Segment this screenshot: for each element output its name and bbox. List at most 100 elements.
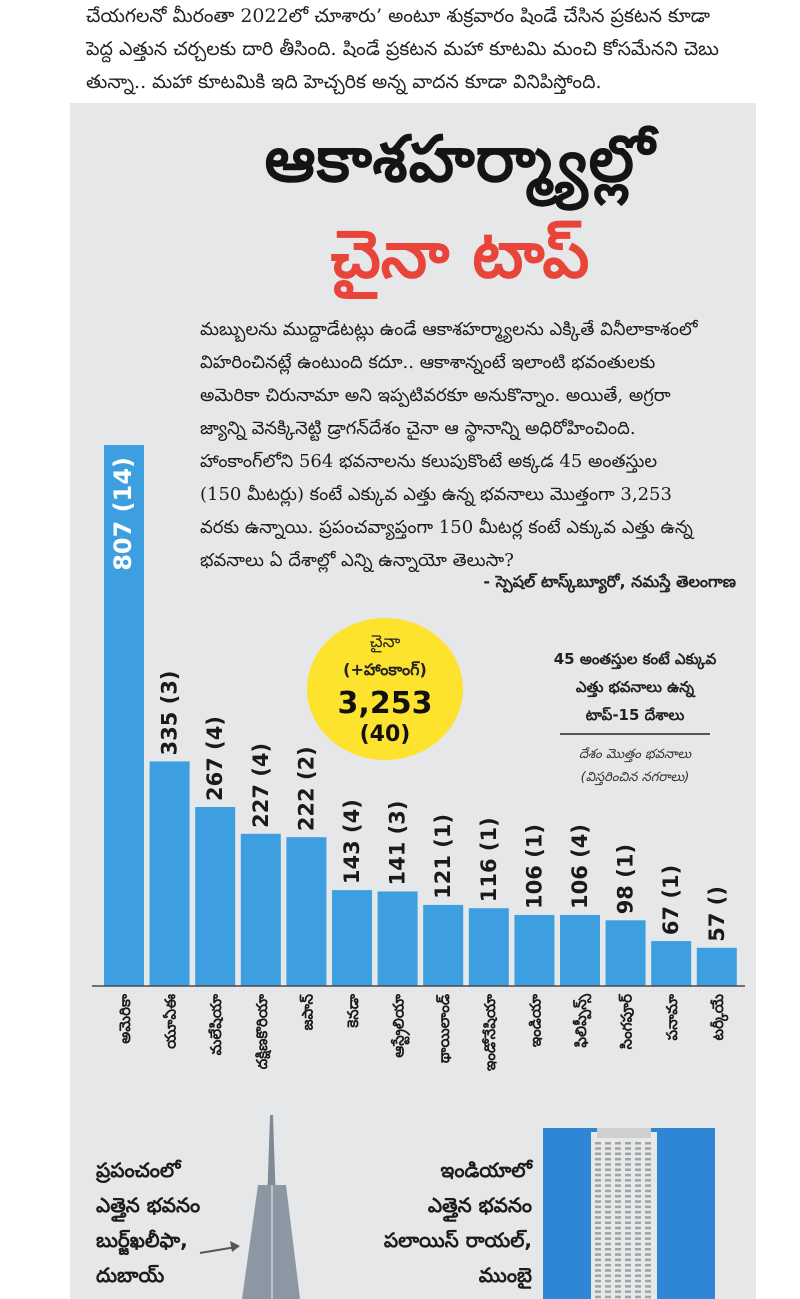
- tower-window: [595, 1226, 601, 1230]
- bar-value-label: 121 (1): [431, 814, 455, 899]
- tower-window: [615, 1216, 621, 1219]
- legend-title-line: టాప్-15 దేశాలు: [585, 706, 685, 724]
- bubble-value: 3,253: [337, 686, 433, 721]
- tower-window: [645, 1285, 651, 1288]
- tower-window: [625, 1295, 631, 1299]
- tower-window: [595, 1168, 601, 1171]
- tower-top: [597, 1128, 651, 1138]
- subheadline: చైనా టాప్: [330, 216, 590, 293]
- tower-window: [595, 1253, 601, 1256]
- tower-window: [615, 1142, 621, 1145]
- caption-line: ప్రపంచంలో: [96, 1158, 181, 1182]
- tower-window: [645, 1242, 651, 1246]
- tower-window: [625, 1232, 631, 1235]
- tower-window: [605, 1216, 611, 1219]
- tower-window: [595, 1279, 601, 1283]
- tower-window: [645, 1226, 651, 1230]
- legend: 45 అంతస్తుల కంటే ఎక్కువ ఎత్తు భవనాలు ఉన్…: [520, 645, 750, 789]
- tower-window: [615, 1210, 621, 1214]
- tower-window: [605, 1189, 611, 1193]
- bar: [104, 445, 144, 986]
- tower-window: [645, 1142, 651, 1145]
- tower-window: [605, 1263, 611, 1267]
- tower-window: [615, 1242, 621, 1246]
- intro-line: జ్యాన్ని వెనక్కినెట్టి డ్రాగన్‌దేశం చైనా…: [200, 418, 636, 439]
- tower-body: [591, 1132, 657, 1299]
- tower-window: [625, 1147, 631, 1150]
- tower-window: [635, 1248, 641, 1251]
- tower-window: [635, 1242, 641, 1246]
- tower-window: [635, 1226, 641, 1230]
- tower-window: [595, 1221, 601, 1224]
- tower-window: [645, 1152, 651, 1156]
- x-tick-label: అమెరికా: [116, 993, 134, 1044]
- tower-window: [625, 1163, 631, 1166]
- tower-window: [595, 1142, 601, 1145]
- tower-window: [625, 1263, 631, 1267]
- tower-window: [635, 1263, 641, 1267]
- bar-value-label: 67 (1): [659, 865, 683, 935]
- tower-window: [645, 1184, 651, 1187]
- tower-window: [625, 1290, 631, 1293]
- tower-window: [645, 1173, 651, 1177]
- tower-window: [595, 1147, 601, 1150]
- tower-window: [635, 1232, 641, 1235]
- tower-window: [605, 1279, 611, 1283]
- bar-group: 807 (14) 335 (3) 267 (4) 227 (4) 222 (2) 143 …: [104, 445, 737, 986]
- tower-window: [595, 1184, 601, 1187]
- tower-window: [595, 1195, 601, 1198]
- bar-value-label: 222 (2): [294, 746, 318, 831]
- tower-window: [615, 1237, 621, 1240]
- tower-window: [595, 1290, 601, 1293]
- legend-key-line: దేశం మొత్తం భవనాలు: [578, 747, 692, 762]
- caption-line: ఎత్తైన భవనం: [427, 1193, 532, 1217]
- tower-window: [615, 1189, 621, 1193]
- bar: [195, 807, 236, 986]
- tower-window: [645, 1147, 651, 1150]
- x-tick-label: ఇండోనేషియా: [481, 993, 499, 1071]
- tower-window: [615, 1279, 621, 1283]
- tower-window: [635, 1285, 641, 1288]
- tower-window: [615, 1173, 621, 1177]
- bar-value-label: 106 (1): [522, 824, 546, 909]
- tower-window: [635, 1189, 641, 1193]
- caption-line: ఇండియాలో: [440, 1158, 532, 1182]
- tower-window: [595, 1157, 601, 1161]
- bar-value-label: 57 (): [705, 886, 729, 942]
- intro-line: అమెరికా చిరునామా అని ఇప్పటివరకూ అనుకొన్న…: [200, 385, 671, 406]
- tower-window: [615, 1263, 621, 1267]
- tower-window: [625, 1253, 631, 1256]
- tower-window: [605, 1242, 611, 1246]
- legend-key-line: (విస్తరించిన నగరాలు): [580, 770, 690, 785]
- tower-window: [605, 1163, 611, 1166]
- india-tallest-caption: ఇండియాలో ఎత్తైన భవనం పలాయిస్ రాయల్, ముంబ…: [372, 1153, 532, 1293]
- tower-window: [595, 1258, 601, 1262]
- tower-window: [605, 1237, 611, 1240]
- arrow-head: [230, 1241, 240, 1252]
- tower-window: [615, 1221, 621, 1224]
- tower-window: [595, 1269, 601, 1272]
- tower-window: [645, 1200, 651, 1203]
- tower-window: [645, 1263, 651, 1267]
- tower-window: [605, 1248, 611, 1251]
- bar-value-label: 143 (4): [340, 799, 364, 884]
- tower-window: [645, 1290, 651, 1293]
- tower-window: [645, 1157, 651, 1161]
- tower-window: [615, 1253, 621, 1256]
- intro-line: హాంకాంగ్‌లోని 564 భవనాలను కలుపుకొంటే అక్…: [200, 451, 658, 472]
- x-tick-label: టర్కీయే: [709, 993, 729, 1040]
- tower-window: [615, 1205, 621, 1209]
- tower-window: [605, 1157, 611, 1161]
- x-tick-label: యూఏఈ: [162, 994, 180, 1049]
- tower-window: [605, 1210, 611, 1214]
- tower-window: [595, 1263, 601, 1267]
- tower-window: [625, 1184, 631, 1187]
- tower-window: [595, 1189, 601, 1193]
- world-tallest-caption: ప్రపంచంలో ఎత్తైన భవనం బుర్జ్‌ఖలీఫా, దుబా…: [96, 1153, 200, 1293]
- tower-window: [615, 1184, 621, 1187]
- tower-window: [625, 1279, 631, 1283]
- tower-window: [645, 1168, 651, 1171]
- tower-window: [605, 1173, 611, 1177]
- tower-window: [625, 1189, 631, 1193]
- x-tick-label: ఇండియా: [526, 993, 544, 1047]
